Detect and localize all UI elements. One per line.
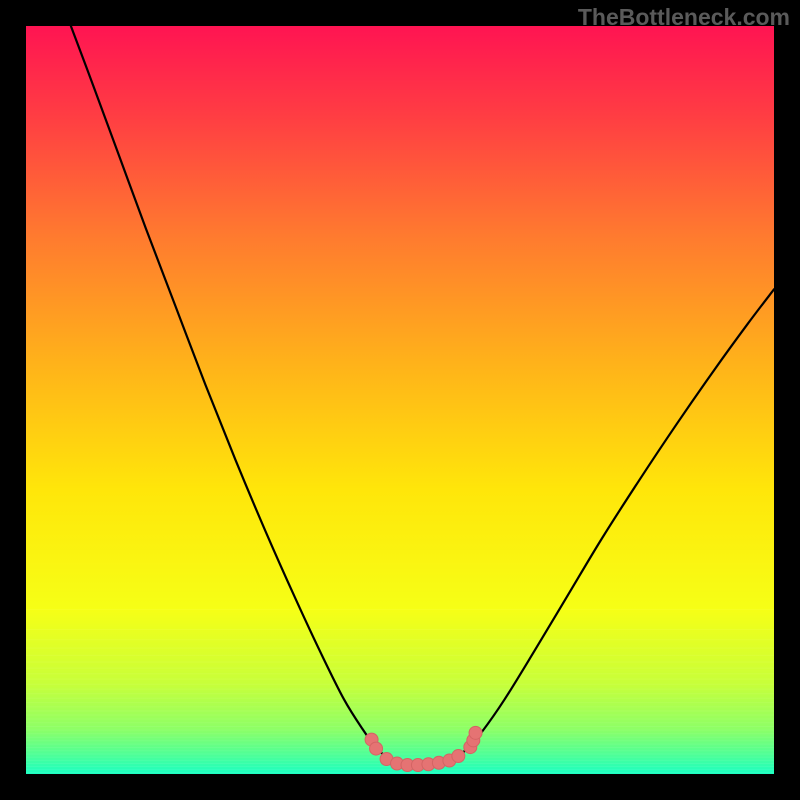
watermark-text: TheBottleneck.com xyxy=(578,4,790,31)
marker-point xyxy=(452,750,465,763)
marker-point xyxy=(370,742,383,755)
bottleneck-curve-chart xyxy=(26,26,774,774)
marker-point xyxy=(469,726,482,739)
chart-area xyxy=(26,26,774,774)
